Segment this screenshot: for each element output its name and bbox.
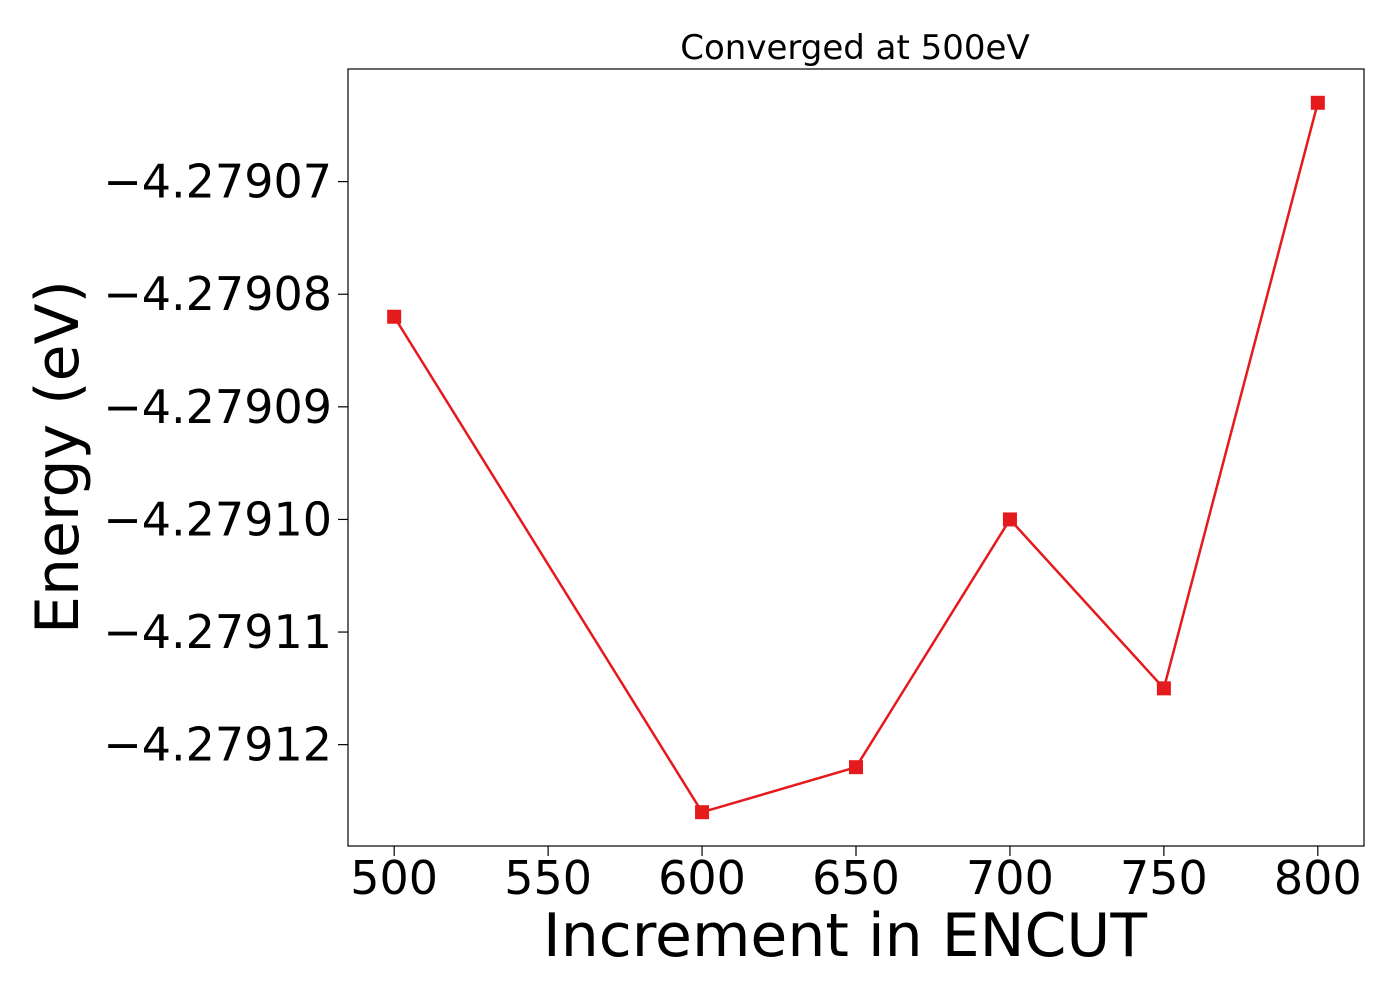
x-axis-title: Increment in ENCUT bbox=[543, 901, 1147, 971]
x-tick-label: 500 bbox=[350, 851, 438, 905]
y-tick-label: −4.27912 bbox=[103, 718, 332, 772]
data-point-marker bbox=[387, 309, 402, 324]
series-energy bbox=[387, 95, 1325, 820]
chart-title: Converged at 500eV bbox=[680, 28, 1029, 68]
x-tick-label: 650 bbox=[812, 851, 900, 905]
plot-area-frame bbox=[347, 68, 1365, 847]
data-point-marker bbox=[695, 805, 710, 820]
y-tick-label: −4.27907 bbox=[103, 155, 332, 209]
y-tick-label: −4.27910 bbox=[103, 492, 332, 546]
x-tick-label: 550 bbox=[504, 851, 592, 905]
data-point-marker bbox=[1156, 681, 1171, 696]
x-tick-label: 600 bbox=[658, 851, 746, 905]
y-axis-title: Energy (eV) bbox=[23, 280, 93, 634]
x-tick-label: 750 bbox=[1120, 851, 1208, 905]
y-tick-label: −4.27911 bbox=[103, 605, 332, 659]
y-tick-label: −4.27908 bbox=[103, 267, 332, 321]
x-tick-label: 800 bbox=[1274, 851, 1362, 905]
x-tick-label: 700 bbox=[966, 851, 1054, 905]
y-tick-label: −4.27909 bbox=[103, 380, 332, 434]
data-point-marker bbox=[1310, 95, 1325, 110]
data-point-marker bbox=[1002, 512, 1017, 527]
data-point-marker bbox=[849, 760, 863, 775]
x-axis-ticks: 500 550 600 650 700 750 800 bbox=[350, 846, 1362, 905]
y-axis-ticks: −4.27907 −4.27908 −4.27909 −4.27910 −4.27911… bbox=[103, 155, 348, 772]
series-line bbox=[393, 102, 1320, 814]
